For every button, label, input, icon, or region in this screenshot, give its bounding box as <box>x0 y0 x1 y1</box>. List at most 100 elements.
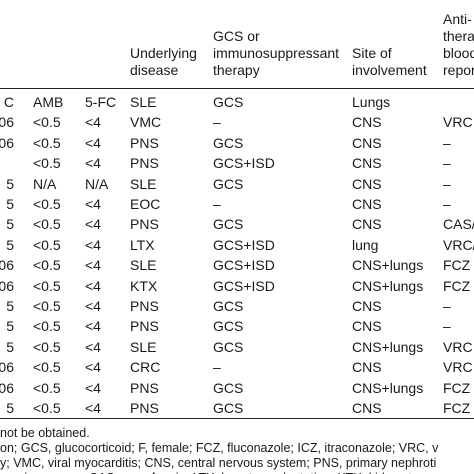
table-cell: GCS <box>213 338 244 355</box>
table-cell: 5-FC <box>85 94 117 110</box>
header-cell: Anti- <box>443 11 472 27</box>
header-cell: GCS or <box>213 28 260 44</box>
table-cell: 5 <box>6 236 14 253</box>
table-cell: <0.5 <box>33 400 61 416</box>
table-cell: <4 <box>85 277 101 294</box>
table-cell: N/A <box>85 175 109 192</box>
table-cell: <4 <box>85 134 101 151</box>
table-cell: <4 <box>85 155 101 172</box>
table-cell: 5 <box>6 400 14 416</box>
table-cell: <4 <box>85 298 101 314</box>
table-cell: PNS <box>130 216 159 233</box>
table-cell: <0.5 <box>33 298 61 314</box>
table-cell: GCS <box>213 216 244 233</box>
table-cell: <0.5 <box>33 338 61 355</box>
table-cell: <0.5 <box>33 257 61 274</box>
footnote: y; VMC, viral myocarditis; CNS, central … <box>0 456 437 470</box>
table-cell: CRC <box>130 359 161 376</box>
table-cell: <0.5 <box>33 379 61 396</box>
table-cell: 06 <box>0 134 14 151</box>
table-cell: AMB <box>33 94 64 110</box>
table-cell: GCS+ISD <box>213 155 275 172</box>
table-cell: <0.5 <box>33 236 61 253</box>
footnote: ovarian cancer; CAS caspofungin; LTX, lu… <box>0 471 436 474</box>
table-cell: – <box>213 114 221 131</box>
table-cell: <0.5 <box>33 318 61 335</box>
table-cell: – <box>443 175 451 192</box>
table-cell: CNS <box>352 134 382 151</box>
table-cell: CNS <box>352 359 382 376</box>
table-cell: – <box>443 298 451 314</box>
table-cell: CNS+lungs <box>352 277 424 294</box>
table-cell: CNS <box>352 298 382 314</box>
table-cell: C <box>3 94 14 110</box>
table-cell: KTX <box>130 277 158 294</box>
table-cell: CNS <box>352 400 382 416</box>
table-cell: LTX <box>130 236 155 253</box>
table-cell: 06 <box>0 257 14 274</box>
table-cell: CNS <box>352 196 382 212</box>
table-cell: <4 <box>85 196 101 212</box>
table-cell: CNS+lungs <box>352 338 424 355</box>
table-cell: GCS <box>213 400 244 416</box>
table-cell: GCS <box>213 318 244 335</box>
table-cell: <4 <box>85 236 101 253</box>
table-cell: VRC/ <box>443 236 474 253</box>
table-cell: <4 <box>85 400 101 416</box>
table-cell: FCZ <box>443 400 471 416</box>
table-cell: 06 <box>0 114 14 131</box>
footnote: on; GCS, glucocorticoid; F, female; FCZ,… <box>0 441 439 455</box>
table-cell: <4 <box>85 359 101 376</box>
table-cell: – <box>213 359 221 376</box>
header-cell: Underlying <box>130 45 197 61</box>
table-cell: <0.5 <box>33 114 61 131</box>
table-cell: GCS <box>213 94 244 110</box>
table-cell: GCS <box>213 298 244 314</box>
table-cell: PNS <box>130 379 159 396</box>
table-cell: lung <box>352 236 379 253</box>
table-cell: 5 <box>6 216 14 233</box>
table-cell: FCZ <box>443 277 471 294</box>
table-cell: 06 <box>0 359 14 376</box>
table-cell: CNS <box>352 155 382 172</box>
table-cell: VMC <box>130 114 162 131</box>
table-cell: GCS+ISD <box>213 236 275 253</box>
table-cell: PNS <box>130 134 159 151</box>
table-cell: <4 <box>85 257 101 274</box>
header-cell: thera <box>443 28 474 44</box>
table-cell: CNS <box>352 114 382 131</box>
table-cell: – <box>443 155 451 172</box>
bottom-rule <box>0 418 474 419</box>
table-cell: GCS+ISD <box>213 257 275 274</box>
table-cell: 5 <box>6 318 14 335</box>
table-cell: PNS <box>130 318 159 335</box>
table-cell: PNS <box>130 298 159 314</box>
header-cell: blood <box>443 45 474 61</box>
header-cell: Site of <box>352 45 392 61</box>
table-cell: 5 <box>6 196 14 212</box>
table-cell: VRC <box>443 338 473 355</box>
table-cell: <4 <box>85 318 101 335</box>
table-cell: CNS+lungs <box>352 379 424 396</box>
table-cell: 06 <box>0 379 14 396</box>
table-cell: 5 <box>6 298 14 314</box>
table-cell: VRC <box>443 114 473 131</box>
table-cell: SLE <box>130 94 157 110</box>
table-cell: 06 <box>0 277 14 294</box>
table-cell: <0.5 <box>33 277 61 294</box>
table-cell: GCS <box>213 175 244 192</box>
table-cell: – <box>443 134 451 151</box>
table-cell: – <box>443 196 451 212</box>
table-cell: CNS <box>352 318 382 335</box>
table-cell: Lungs <box>352 94 391 110</box>
table-cell: EOC <box>130 196 161 212</box>
table-cell: SLE <box>130 338 157 355</box>
table-cell: <4 <box>85 114 101 131</box>
header-cell: therapy <box>213 62 260 78</box>
table-cell: GCS <box>213 379 244 396</box>
table-cell: SLE <box>130 257 157 274</box>
table-cell: 5 <box>6 338 14 355</box>
table-cell: <4 <box>85 379 101 396</box>
table-cell: <0.5 <box>33 134 61 151</box>
table-cell: <4 <box>85 338 101 355</box>
